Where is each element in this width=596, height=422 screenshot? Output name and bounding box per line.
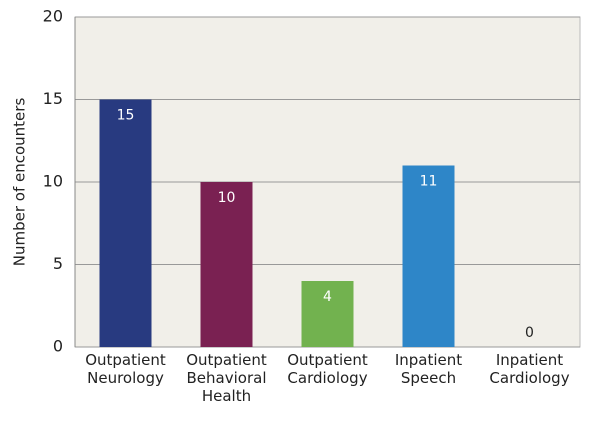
y-tick-label: 15 <box>43 89 63 108</box>
value-label: 11 <box>420 174 438 190</box>
y-tick-label: 10 <box>43 172 63 191</box>
bar <box>301 281 354 347</box>
value-label: 0 <box>525 325 534 341</box>
y-tick-label: 20 <box>43 7 63 26</box>
x-tick-label: Outpatient Neurology <box>85 351 166 387</box>
y-tick-label: 5 <box>53 254 63 273</box>
value-label: 10 <box>218 190 236 206</box>
value-label: 4 <box>323 289 332 305</box>
x-tick-label: Inpatient Cardiology <box>489 351 570 387</box>
bar <box>402 165 455 347</box>
y-axis-label: Number of encounters <box>11 98 29 267</box>
bar <box>200 182 253 347</box>
x-tick-label: Outpatient Behavioral Health <box>186 351 267 405</box>
x-tick-label: Outpatient Cardiology <box>287 351 368 387</box>
x-tick-label: Inpatient Speech <box>394 351 463 387</box>
value-label: 15 <box>117 108 135 124</box>
y-tick-label: 0 <box>53 337 63 356</box>
bar <box>99 99 152 347</box>
